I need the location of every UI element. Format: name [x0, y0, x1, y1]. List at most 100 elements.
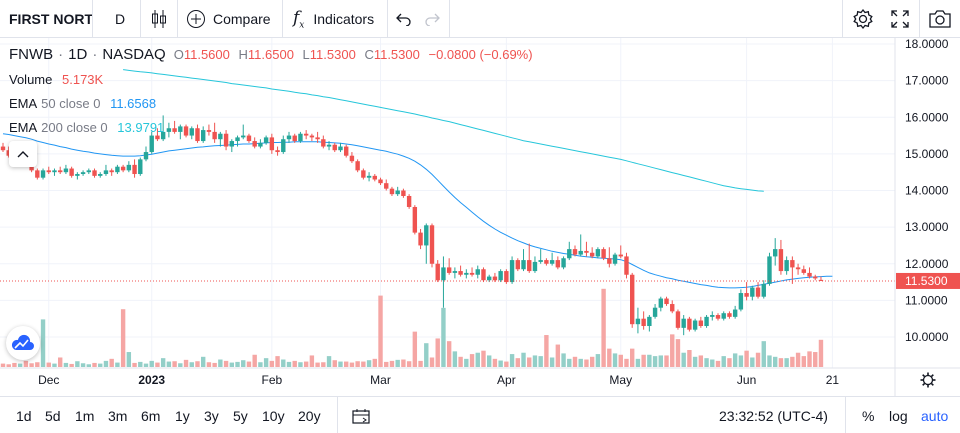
volume-bar — [618, 354, 623, 367]
volume-bar — [424, 343, 429, 367]
volume-bar — [698, 355, 704, 367]
volume-bar — [475, 352, 480, 367]
candle-body — [727, 313, 732, 317]
time-tick-label: Apr — [497, 373, 516, 387]
volume-bar — [589, 356, 595, 367]
auto-toggle[interactable]: auto — [921, 407, 949, 424]
candle-body — [612, 254, 618, 264]
candle-body — [498, 271, 503, 281]
volume-bar — [504, 361, 509, 367]
log-toggle[interactable]: log — [889, 407, 908, 424]
volume-bar — [578, 358, 583, 367]
time-tick-label: Dec — [38, 373, 59, 387]
volume-bar — [647, 354, 652, 367]
price-chart[interactable]: 11.5300 18.0000 17.0000 16.0000 15.0000 14.0… — [0, 38, 960, 396]
toolbar-divider — [449, 0, 450, 38]
volume-study-legend[interactable]: Volume 5.173K — [9, 72, 103, 87]
candle-body — [481, 269, 486, 281]
candle-body — [469, 272, 475, 275]
candle-body — [132, 164, 137, 175]
range-button-1m[interactable]: 1m — [75, 407, 95, 424]
range-button-5d[interactable]: 5d — [45, 407, 61, 424]
open-value: 11.5600 — [183, 47, 230, 62]
volume-bar — [818, 339, 824, 367]
compare-label: Compare — [213, 11, 271, 27]
volume-bar — [687, 350, 692, 367]
time-tick-label: 2023 — [138, 373, 165, 387]
legend-separator: · — [92, 46, 98, 63]
candle-body — [692, 320, 698, 330]
price-tick-label: 15.0000 — [905, 147, 949, 161]
candle-body — [687, 318, 692, 330]
candle-body — [223, 133, 229, 147]
volume-bar — [681, 352, 686, 367]
undo-icon[interactable] — [396, 0, 412, 38]
percent-toggle[interactable]: % — [862, 407, 875, 424]
range-button-6m[interactable]: 6m — [141, 407, 161, 424]
candle-body — [618, 254, 623, 257]
interval-button[interactable]: D — [114, 11, 126, 27]
candle-body — [326, 144, 332, 147]
candle-body — [46, 170, 51, 173]
redo-icon[interactable] — [424, 0, 440, 38]
candle-body — [372, 175, 377, 180]
candle-body — [235, 137, 240, 142]
toolbar-divider — [842, 0, 843, 38]
gear-icon[interactable] — [852, 0, 874, 38]
candle-body — [126, 164, 132, 171]
ema200-study-legend[interactable]: EMA 200 close 0 13.9791 — [9, 120, 164, 135]
candle-body — [515, 260, 520, 270]
candle-body — [418, 232, 423, 246]
range-button-1d[interactable]: 1d — [16, 407, 32, 424]
candle-body — [630, 274, 635, 325]
candle-body — [281, 139, 286, 153]
ema50-path — [2, 133, 833, 289]
volume-bar — [664, 355, 669, 367]
volume-bar — [46, 362, 51, 367]
volume-bar — [40, 319, 46, 367]
candle-body — [698, 320, 704, 327]
collapse-legend-button[interactable] — [9, 141, 37, 167]
range-button-5y[interactable]: 5y — [233, 407, 248, 424]
cloud-chart-icon — [11, 334, 34, 350]
ema50-study-legend[interactable]: EMA 50 close 0 11.6568 — [9, 96, 156, 111]
date-range-icon[interactable] — [352, 397, 370, 433]
candle-body — [395, 190, 400, 195]
candles-icon[interactable] — [148, 0, 170, 38]
volume-bar — [212, 362, 217, 367]
range-button-20y[interactable]: 20y — [298, 407, 321, 424]
price-tick-label: 12.0000 — [905, 257, 949, 271]
range-button-10y[interactable]: 10y — [262, 407, 285, 424]
candle-body — [429, 225, 435, 264]
candle-body — [69, 168, 74, 176]
candle-body — [818, 279, 824, 281]
volume-bar — [567, 358, 572, 367]
candle-body — [286, 135, 292, 140]
candle-body — [452, 271, 458, 273]
legend-interval: 1D — [68, 46, 88, 63]
high-value: 11.6500 — [247, 47, 294, 62]
tradingview-logo[interactable] — [6, 326, 40, 360]
range-button-1y[interactable]: 1y — [175, 407, 190, 424]
candle-body — [578, 250, 583, 255]
volume-bar — [692, 356, 698, 367]
camera-icon[interactable] — [929, 0, 951, 38]
candle-body — [315, 137, 320, 140]
clock-timezone[interactable]: 23:32:52 (UTC-4) — [719, 407, 828, 424]
volume-study-value: 5.173K — [62, 72, 104, 87]
candle-body — [458, 271, 463, 275]
indicators-button[interactable]: fx Indicators — [293, 0, 374, 38]
symbol-search-button[interactable]: FIRST NORTHWEST BANCORP — [9, 11, 92, 27]
volume-bar — [458, 356, 463, 367]
price-tick-label: 17.0000 — [905, 74, 949, 88]
volume-bar — [298, 362, 303, 367]
volume-bar — [275, 356, 280, 367]
range-button-3y[interactable]: 3y — [204, 407, 219, 424]
fullscreen-icon[interactable] — [891, 0, 909, 38]
range-button-3m[interactable]: 3m — [108, 407, 128, 424]
volume-bar — [670, 334, 675, 367]
volume-bar — [143, 363, 149, 367]
volume-bar — [652, 356, 658, 367]
compare-button[interactable]: Compare — [186, 0, 271, 38]
volume-bar — [498, 360, 503, 367]
